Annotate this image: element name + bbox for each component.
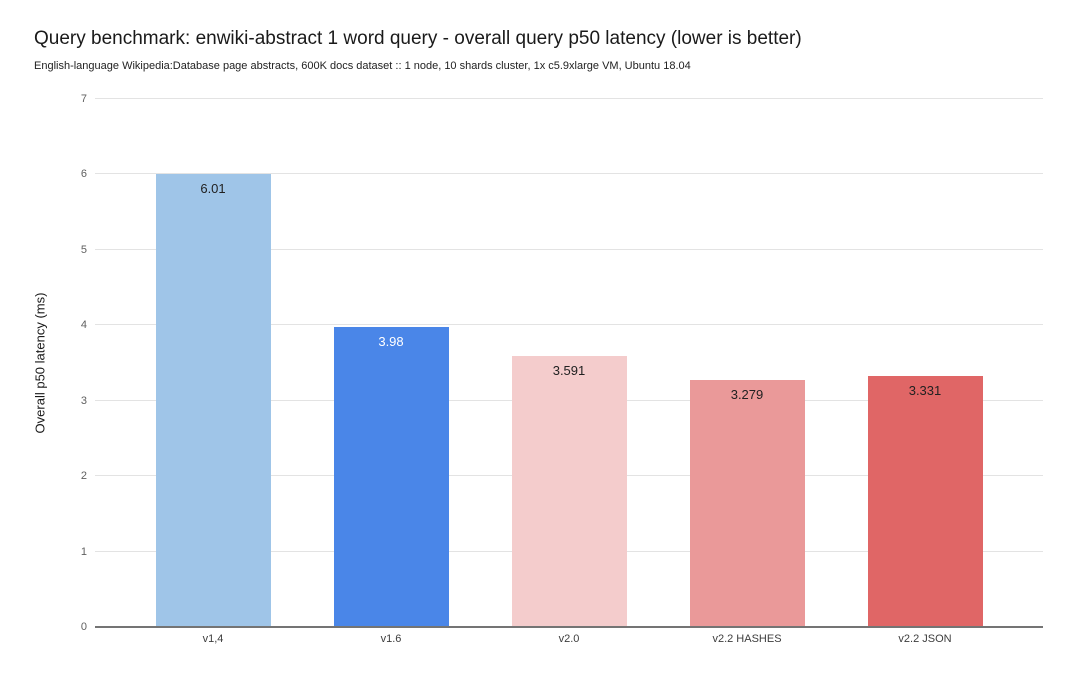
bar-value-label: 6.01 — [200, 180, 226, 196]
bar-value-label: 3.591 — [552, 363, 586, 379]
y-axis-ticks: 0 1 2 3 4 5 6 7 — [0, 93, 87, 633]
bar-slot: 3.591 — [480, 99, 658, 627]
gridline — [95, 248, 1043, 250]
bar-v2-0: 3.591 — [511, 356, 627, 627]
bar-v1-4: 6.01 — [155, 173, 271, 627]
x-axis-labels: v1,4 v1.6 v2.0 v2.2 HASHES v2.2 JSON — [124, 633, 1014, 645]
chart-subtitle: English-language Wikipedia:Database page… — [34, 60, 691, 72]
bar-slot: 6.01 — [124, 99, 302, 627]
y-axis-tick-label: 3 — [80, 394, 87, 407]
bar-value-label: 3.98 — [378, 333, 404, 349]
bars-row: 6.01 3.98 3.591 3.279 3.331 — [124, 99, 1014, 627]
x-axis-category-label: v1,4 — [202, 633, 224, 645]
y-axis-tick-label: 6 — [80, 168, 87, 181]
gridline — [95, 173, 1043, 175]
chart-title: Query benchmark: enwiki-abstract 1 word … — [34, 28, 802, 49]
x-axis-line — [95, 626, 1043, 628]
bar-v2-2-hashes: 3.279 — [689, 379, 805, 627]
y-axis-tick-label: 1 — [80, 545, 87, 558]
bar-value-label: 3.331 — [908, 382, 942, 398]
y-axis-tick-label: 2 — [80, 470, 87, 483]
bar-slot: 3.331 — [836, 99, 1014, 627]
y-axis-tick-label: 7 — [80, 93, 87, 105]
gridline — [95, 324, 1043, 326]
plot-area: 6.01 3.98 3.591 3.279 3.331 — [95, 98, 1043, 628]
x-axis-category-label: v2.0 — [558, 633, 580, 645]
x-axis-category-label: v2.2 JSON — [898, 633, 952, 645]
y-axis-tick-label: 4 — [80, 319, 87, 332]
y-axis-tick-label: 5 — [80, 243, 87, 256]
x-axis-category-label: v2.2 HASHES — [712, 633, 782, 645]
bar-v2-2-json: 3.331 — [867, 375, 983, 627]
gridline — [95, 98, 1043, 99]
bar-value-label: 3.279 — [730, 386, 764, 402]
x-axis-category-label: v1.6 — [380, 633, 402, 645]
bar-slot: 3.279 — [658, 99, 836, 627]
bar-v1-6: 3.98 — [333, 326, 449, 627]
y-axis-tick-label: 0 — [80, 621, 87, 633]
bar-slot: 3.98 — [302, 99, 480, 627]
